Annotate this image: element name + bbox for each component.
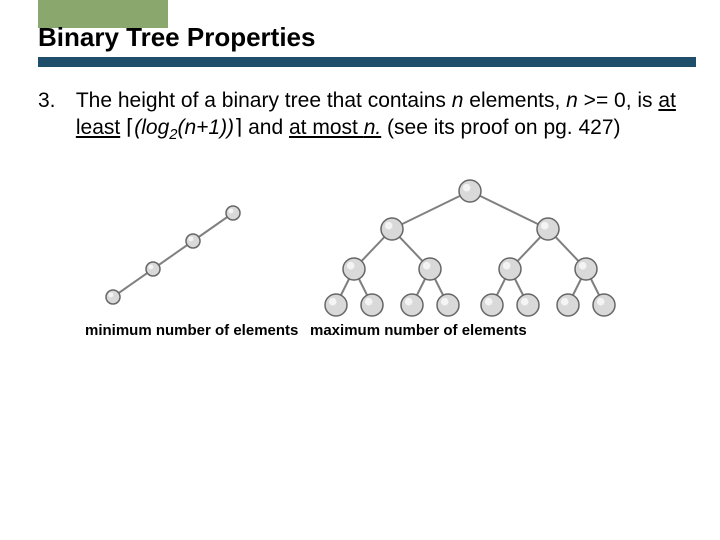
body-text: 3. The height of a binary tree that cont… <box>38 88 680 145</box>
caption-max: maximum number of elements <box>310 322 527 339</box>
list-number: 3. <box>38 88 66 115</box>
caption-min: minimum number of elements <box>85 322 298 339</box>
slide-title: Binary Tree Properties <box>38 22 696 57</box>
max-tree-diagram <box>300 175 640 325</box>
list-body: The height of a binary tree that contain… <box>72 88 678 145</box>
title-underline <box>38 57 696 67</box>
title-area: Binary Tree Properties <box>38 22 696 67</box>
